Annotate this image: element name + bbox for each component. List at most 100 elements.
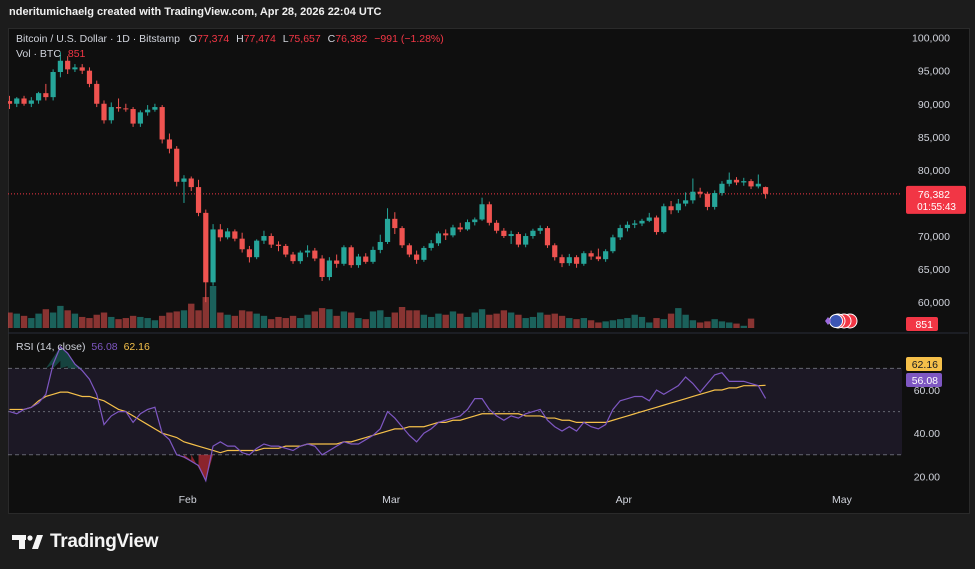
volume-bar — [500, 310, 508, 328]
candle-body — [326, 260, 332, 278]
volume-bar — [631, 314, 638, 328]
candle-body — [457, 227, 463, 230]
candle-body — [661, 206, 667, 233]
candle-body — [8, 101, 13, 104]
candle-body — [108, 107, 114, 121]
volume-bar — [86, 318, 93, 328]
volume-bar — [624, 318, 631, 328]
countdown-badge-value: 01:55:43 — [917, 202, 956, 213]
candle-body — [624, 224, 631, 229]
candle-body — [195, 187, 202, 213]
candle-body — [712, 193, 718, 207]
candle-body — [203, 212, 209, 283]
volume-bar — [435, 313, 442, 328]
price-axis: 100,00095,00090,00085,00080,00075,00070,… — [912, 33, 950, 484]
volume-bar — [362, 319, 369, 328]
time-axis-label: Feb — [179, 494, 197, 506]
price-axis-label: 95,000 — [918, 66, 950, 78]
candle-body — [726, 179, 732, 184]
volume-bar — [195, 310, 202, 328]
volume-bar — [675, 308, 682, 328]
candle-body — [188, 178, 194, 188]
volume-bar — [100, 312, 108, 328]
volume-bar — [580, 318, 588, 328]
volume-bar — [333, 315, 340, 328]
rsi-label: RSI (14, close) — [16, 341, 86, 353]
volume-bar — [420, 314, 428, 328]
rsi-badge — [906, 373, 942, 387]
candle-body — [741, 181, 747, 183]
candle-body — [377, 241, 383, 250]
candle-body — [130, 109, 136, 124]
candle-body — [501, 230, 507, 237]
volume-bar — [188, 303, 195, 328]
candle-body — [588, 253, 594, 257]
candle-body — [50, 72, 56, 98]
volume-bar — [318, 308, 326, 328]
candle-body — [370, 249, 376, 262]
candle-body — [232, 231, 238, 239]
rsi-overbought-fill — [45, 346, 83, 369]
volume-bar — [57, 305, 64, 328]
volume-bar — [646, 322, 653, 328]
candle-body — [297, 252, 303, 262]
candle-body — [79, 67, 85, 71]
footer-branding: TradingView — [12, 529, 159, 555]
candle-body — [595, 256, 601, 260]
volume-bar — [137, 316, 144, 328]
volume-bar — [275, 316, 282, 328]
volume-bar — [427, 316, 435, 328]
candle-body — [225, 231, 231, 238]
chart-canvas[interactable]: 100,00095,00090,00085,00080,00075,00070,… — [8, 28, 968, 512]
volume-badge — [906, 317, 938, 331]
rsi-line — [9, 345, 767, 483]
candle-body — [283, 245, 289, 255]
candle-body — [384, 218, 391, 242]
low-label: L — [282, 33, 289, 45]
volume-bar — [173, 311, 180, 328]
time-axis-label: Apr — [616, 494, 633, 506]
candle-body — [617, 228, 623, 238]
candle-body — [159, 107, 165, 140]
volume-bar — [558, 315, 566, 328]
candle-body — [86, 70, 93, 84]
open-value: 77,374 — [197, 33, 230, 45]
candle-body — [101, 103, 107, 121]
volume-bar — [653, 318, 660, 328]
volume-bar — [144, 318, 151, 328]
candle-body — [552, 245, 558, 258]
candle-body — [304, 250, 311, 253]
candle-body — [261, 236, 267, 241]
volume-bar — [457, 313, 464, 328]
candle-body — [152, 107, 158, 110]
volume-bar — [289, 315, 297, 328]
tradingview-brand-text: TradingView — [50, 531, 159, 552]
candle-body — [748, 181, 754, 187]
close-value: 76,382 — [335, 33, 368, 45]
rsi-ma-line — [9, 384, 766, 454]
rsi-axis-label: 20.00 — [914, 471, 940, 483]
price-axis-label: 65,000 — [918, 264, 950, 276]
candle-body — [523, 236, 529, 245]
candle-body — [632, 223, 638, 225]
candle-body — [573, 257, 580, 264]
volume-bar — [8, 312, 13, 328]
time-axis-label: Mar — [382, 494, 401, 506]
candle-body — [697, 191, 703, 194]
volume-bar — [340, 311, 348, 328]
volume-bar — [515, 314, 522, 328]
price-axis-label: 90,000 — [918, 99, 950, 111]
volume-bar — [609, 320, 617, 328]
candle-body — [559, 257, 565, 264]
volume-bar — [326, 309, 333, 328]
volume-bar — [238, 310, 246, 328]
candle-body — [646, 217, 652, 221]
candle-body — [268, 236, 274, 245]
time-axis-label: May — [832, 494, 853, 506]
candle-body — [181, 178, 187, 182]
candle-body — [544, 228, 551, 246]
candle-body — [28, 100, 34, 104]
candle-body — [145, 109, 151, 113]
volume-bar — [660, 319, 667, 328]
volume-bar — [573, 319, 580, 328]
